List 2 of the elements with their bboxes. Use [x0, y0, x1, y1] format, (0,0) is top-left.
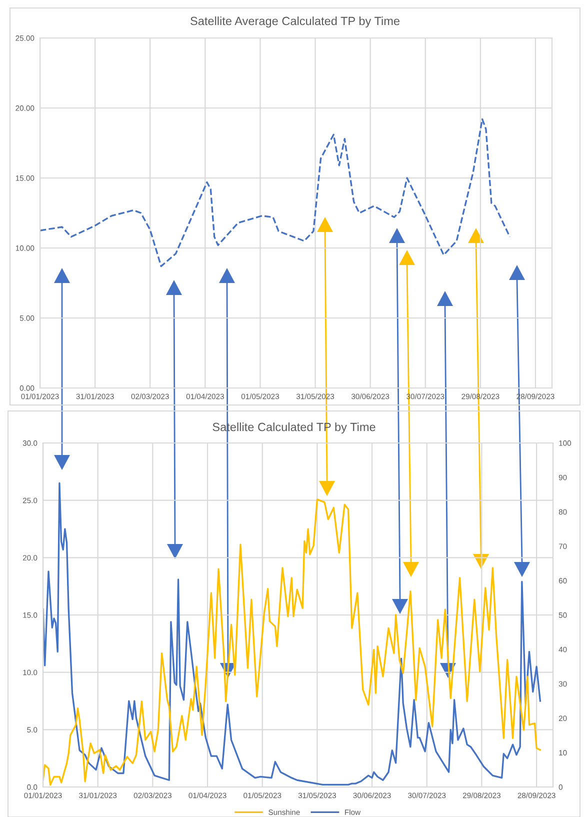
chart-title: Satellite Average Calculated TP by Time: [190, 16, 400, 28]
line-series: [40, 118, 511, 268]
